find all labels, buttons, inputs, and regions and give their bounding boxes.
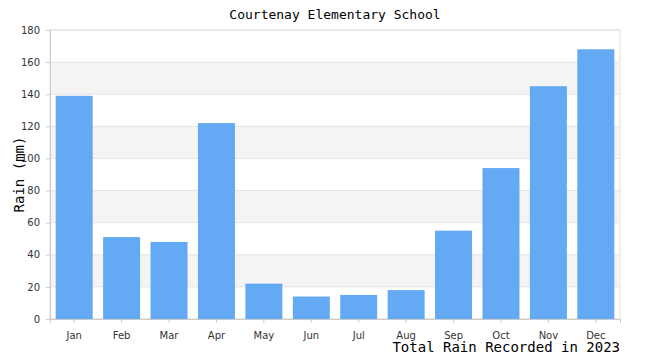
x-tick-mark — [169, 319, 170, 323]
x-label: Total Rain Recorded in 2023 — [392, 339, 620, 355]
bar — [340, 295, 377, 319]
x-tick: Sep — [444, 319, 463, 341]
y-tick-label: 60 — [27, 217, 40, 228]
x-tick-mark — [406, 319, 407, 323]
bar — [245, 284, 282, 319]
y-tick-label: 160 — [21, 57, 40, 68]
x-tick-mark — [121, 319, 122, 323]
bar — [435, 231, 472, 319]
grid-line — [50, 30, 620, 31]
y-tick: 40 — [27, 249, 50, 260]
y-tick: 20 — [27, 282, 50, 293]
x-tick-label: Jan — [65, 330, 81, 341]
plot-frame — [50, 30, 620, 319]
bar — [577, 49, 614, 319]
y-tick-mark — [46, 319, 50, 320]
y-tick-label: 40 — [27, 249, 40, 260]
y-tick-mark — [46, 223, 50, 224]
y-label: Rain (mm) — [11, 137, 27, 213]
y-tick: 160 — [21, 57, 50, 68]
x-tick: Mar — [160, 319, 180, 341]
y-tick-mark — [46, 287, 50, 288]
bar — [198, 123, 235, 319]
y-tick-mark — [46, 255, 50, 256]
x-tick: Jun — [302, 319, 319, 341]
grid — [50, 30, 620, 319]
y-tick: 140 — [21, 89, 50, 100]
bar — [482, 168, 519, 319]
x-tick: May — [254, 319, 275, 341]
y-tick-label: 120 — [21, 121, 40, 132]
x-axis: Jan Feb Mar Apr May Jun Jul Aug Sep Oct Nov Dec — [51, 319, 621, 341]
x-tick: Jul — [352, 319, 365, 341]
plot: 020406080100120140160180JanFebMarAprMayJ… — [21, 25, 621, 341]
y-tick-mark — [46, 30, 50, 31]
grid-line — [50, 62, 620, 63]
x-tick: Oct — [492, 319, 509, 341]
y-tick-label: 0 — [34, 314, 40, 325]
x-tick-mark — [500, 319, 501, 323]
y-tick-mark — [46, 126, 50, 127]
x-tick-mark — [358, 319, 359, 323]
bar — [388, 290, 425, 319]
y-tick-mark — [46, 62, 50, 63]
y-tick-mark — [46, 158, 50, 159]
bar — [56, 96, 93, 319]
x-tick-mark — [74, 319, 75, 323]
x-tick-label: Feb — [113, 330, 131, 341]
y-tick: 120 — [21, 121, 50, 132]
x-tick-mark — [263, 319, 264, 323]
y-tick: 80 — [27, 185, 50, 196]
bars — [56, 49, 615, 319]
x-tick: Dec — [586, 319, 605, 341]
bar — [293, 297, 330, 319]
x-tick: Feb — [113, 319, 131, 341]
x-tick-label: Jun — [302, 330, 319, 341]
bar — [151, 242, 188, 319]
y-tick-label: 140 — [21, 89, 40, 100]
y-tick-mark — [46, 94, 50, 95]
y-tick: 180 — [21, 25, 50, 36]
y-axis-line — [46, 31, 51, 320]
y-tick-mark — [46, 191, 50, 192]
x-tick: Jan — [65, 319, 81, 341]
y-tick-label: 80 — [27, 185, 40, 196]
y-tick-label: 20 — [27, 282, 40, 293]
title: Courtenay Elementary School — [229, 7, 440, 22]
y-tick-label: 180 — [21, 25, 40, 36]
chart: 020406080100120140160180JanFebMarAprMayJ… — [0, 0, 650, 360]
x-tick-mark — [548, 319, 549, 323]
x-tick-mark — [311, 319, 312, 323]
x-tick-label: Apr — [208, 330, 226, 341]
x-tick-label: Mar — [160, 330, 180, 341]
x-tick: Apr — [208, 319, 226, 341]
x-tick-mark — [595, 319, 596, 323]
x-axis-line — [51, 320, 621, 324]
x-tick: Nov — [539, 319, 559, 341]
y-tick: 0 — [34, 314, 50, 325]
y-tick: 60 — [27, 217, 50, 228]
bar — [530, 86, 567, 319]
bar — [103, 237, 140, 319]
x-tick-mark — [453, 319, 454, 323]
x-tick-label: May — [254, 330, 275, 341]
x-tick-label: Jul — [352, 330, 365, 341]
x-tick-mark — [216, 319, 217, 323]
x-tick: Aug — [396, 319, 416, 341]
